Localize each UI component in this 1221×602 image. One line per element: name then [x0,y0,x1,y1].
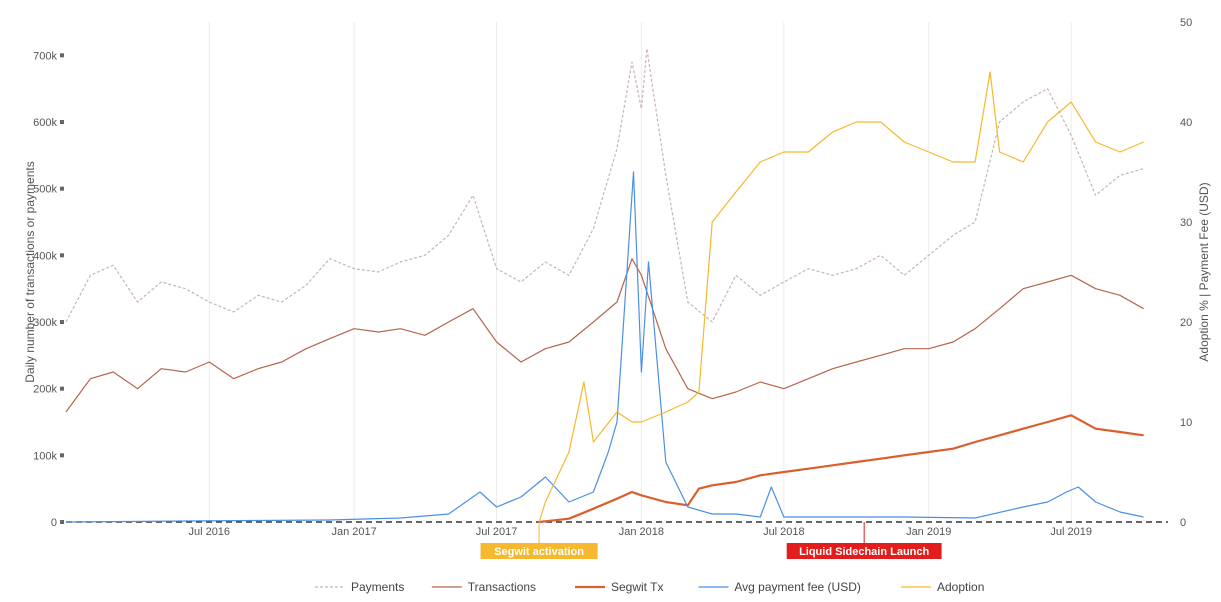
legend-label-segwit-tx: Segwit Tx [611,580,663,594]
right-y-axis: 0 10 20 30 40 50 [1180,17,1192,529]
annotation-box [786,543,942,559]
y-axis-title: Daily number of transactions or payments [23,161,37,382]
y-tick-label: 100k [33,450,57,462]
x-tick-label: Jul 2016 [188,526,230,538]
legend: Payments Transactions Segwit Tx Avg payment… [315,580,984,594]
y-tick-label: 300k [33,317,57,329]
series-payments-line [65,48,1144,323]
y-tick-mark [60,253,64,258]
x-tick-label: Jul 2019 [1050,526,1092,538]
y2-tick-label: 10 [1180,417,1192,429]
annotations: Segwit activation Liquid Sidechain Launch [480,522,942,559]
series-segwit-tx-line [538,414,1144,524]
y2-tick-label: 20 [1180,317,1192,329]
y2-tick-label: 30 [1180,217,1192,229]
y-tick-mark [60,453,64,458]
y-tick-mark [60,320,64,324]
y2-tick-label: 50 [1180,17,1192,29]
legend-label-adoption: Adoption [937,580,984,594]
annotation-label: Liquid Sidechain Launch [799,546,929,558]
annotation-label: Segwit activation [494,546,584,558]
legend-label-avg-payment-fee-usd: Avg payment fee (USD) [734,580,861,594]
annotation-box [480,543,598,559]
y-tick-label: 400k [33,250,57,262]
legend-label-payments: Payments [351,580,404,594]
x-axis: Jul 2016 Jan 2017 Jul 2017 Jan 2018 Jul 2018… [188,526,1092,538]
y-tick-label: 700k [33,50,57,62]
x-tick-label: Jan 2018 [619,526,664,538]
x-tick-label: Jul 2017 [476,526,518,538]
y-tick-mark [60,186,64,191]
series-lines [65,48,1144,524]
x-tick-label: Jul 2018 [763,526,805,538]
y2-tick-label: 0 [1180,517,1186,529]
series-transactions-line [65,258,1144,413]
y-tick-mark [60,520,64,524]
y-tick-label: 500k [33,184,57,196]
left-y-axis: 0 100k 200k 300k 400k 500k 600k 700k [33,50,64,529]
y-tick-label: 200k [33,384,57,396]
y2-tick-label: 40 [1180,117,1192,129]
y2-axis-title: Adoption % | Payment Fee (USD) [1197,182,1211,361]
y-tick-label: 0 [51,517,57,529]
y-tick-mark [60,53,64,58]
legend-label-transactions: Transactions [468,580,536,594]
y-tick-label: 600k [33,117,57,129]
y-tick-mark [60,120,64,124]
x-tick-label: Jan 2019 [906,526,951,538]
y-tick-mark [60,386,64,391]
series-adoption-line [538,71,1144,523]
x-tick-label: Jan 2017 [331,526,376,538]
series-avg-payment-fee-usd-line [65,171,1144,523]
